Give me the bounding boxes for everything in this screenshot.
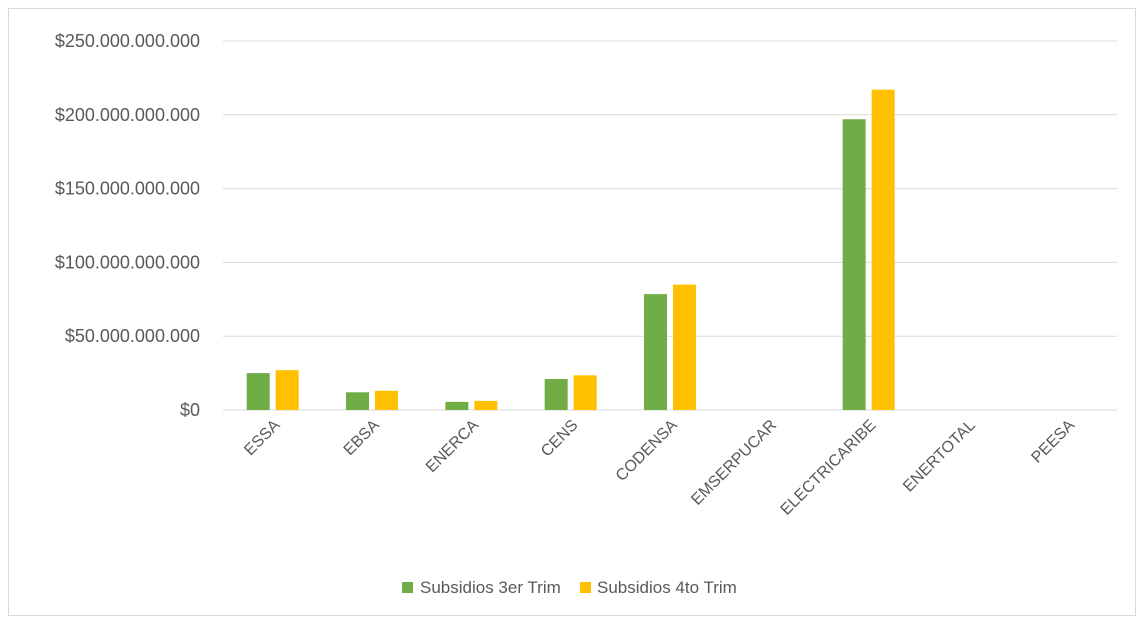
legend-swatch-4to-trim — [580, 582, 591, 593]
x-axis-ticks: ESSA EBSA ENERCA CENS CODENSA EMSERPUCARELECT… — [241, 417, 1078, 519]
y-axis-ticks: $0 $50.000.000.000 $100.000.000.000 $150.00… — [55, 31, 200, 420]
bars — [246, 89, 895, 410]
y-tick-label: $250.000.000.000 — [55, 31, 200, 51]
y-tick-label: $50.000.000.000 — [65, 326, 200, 346]
x-tick-label: ESSA — [241, 417, 283, 459]
bar-4to-trim-codensa — [673, 284, 696, 410]
y-tick-label: $200.000.000.000 — [55, 105, 200, 125]
chart-frame — [8, 8, 1136, 616]
x-tick-label: CODENSA — [613, 417, 681, 485]
x-tick-label: EMSERPUCAR — [688, 417, 780, 509]
y-tick-label: $0 — [180, 400, 200, 420]
legend-label-3er-trim: Subsidios 3er Trim — [420, 578, 561, 597]
bar-4to-trim-cens — [573, 375, 597, 410]
x-tick-label: CENS — [538, 417, 581, 460]
bar-3er-trim-ebsa — [346, 392, 369, 410]
legend-swatch-3er-trim — [402, 582, 413, 593]
bar-3er-trim-electricaribe — [842, 119, 866, 410]
x-tick-label: PEESA — [1028, 417, 1078, 467]
bar-3er-trim-codensa — [644, 294, 667, 410]
legend: Subsidios 3er Trim Subsidios 4to Trim — [402, 578, 737, 597]
x-tick-label: ENERCA — [423, 417, 482, 476]
bar-3er-trim-cens — [544, 379, 568, 410]
x-tick-label: ENERTOTAL — [900, 417, 979, 496]
x-tick-label: ELECTRICARIBE — [778, 417, 880, 519]
bar-4to-trim-electricaribe — [871, 89, 895, 410]
y-tick-label: $150.000.000.000 — [55, 179, 200, 199]
y-tick-label: $100.000.000.000 — [55, 252, 200, 272]
legend-label-4to-trim: Subsidios 4to Trim — [597, 578, 737, 597]
bar-4to-trim-enerca — [474, 400, 498, 410]
x-tick-label: EBSA — [341, 417, 383, 459]
bar-3er-trim-essa — [246, 373, 270, 410]
bar-4to-trim-ebsa — [375, 390, 398, 410]
gridlines — [223, 40, 1117, 411]
bar-4to-trim-essa — [275, 370, 299, 410]
bar-3er-trim-enerca — [445, 401, 469, 410]
